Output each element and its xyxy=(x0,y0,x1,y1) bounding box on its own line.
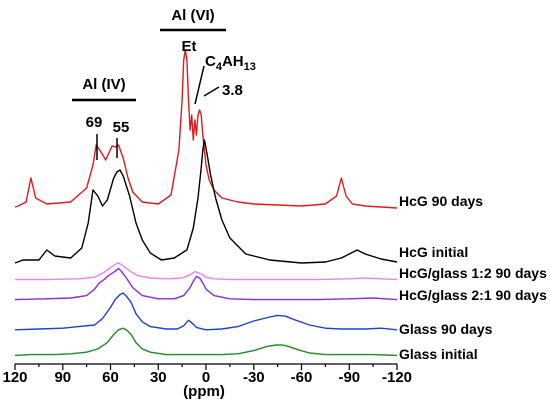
ettringite-label: Et xyxy=(182,38,197,55)
x-axis: 120 90 60 30 0 -30 -60 -90 -120 (ppm) xyxy=(2,363,412,400)
series-line-1 xyxy=(14,49,398,209)
series-label-2: HcG initial xyxy=(399,244,468,260)
series-line-3 xyxy=(15,262,398,281)
x-tick-label: -90 xyxy=(338,369,360,386)
c4ah13-ah: AH xyxy=(222,53,244,70)
c4ah13-sub-13: 13 xyxy=(244,61,256,73)
series-label-1: HcG 90 days xyxy=(399,193,483,209)
series-line-5 xyxy=(14,292,398,331)
x-tick-label: 60 xyxy=(102,369,119,386)
x-tick-label: -60 xyxy=(291,369,313,386)
peak-69-label: 69 xyxy=(86,114,103,131)
x-tick-label: 90 xyxy=(54,369,71,386)
c4ah13-marker xyxy=(194,65,205,105)
peak-annotations: Al (IV) Al (VI) 69 55 Et C4AH13 3.8 xyxy=(72,7,256,160)
x-axis-ticks: 120 90 60 30 0 -30 -60 -90 -120 xyxy=(2,364,412,386)
peak-3-8-marker xyxy=(203,86,220,97)
x-tick-label: 120 xyxy=(2,369,27,386)
spectrum-traces xyxy=(14,49,398,357)
c4ah13-label: C4AH13 xyxy=(205,53,256,73)
c4ah13-sub-4: 4 xyxy=(216,61,223,73)
al-iv-label: Al (IV) xyxy=(82,76,125,93)
peak-3-8-label: 3.8 xyxy=(222,82,243,99)
series-label-5: Glass 90 days xyxy=(399,321,493,337)
series-line-2 xyxy=(14,139,398,264)
series-label-4: HcG/glass 2:1 90 days xyxy=(399,287,547,303)
x-tick-label: 30 xyxy=(150,369,167,386)
x-tick-label: -120 xyxy=(382,369,412,386)
x-tick-label: -30 xyxy=(243,369,265,386)
series-line-4 xyxy=(14,267,398,301)
series-label-3: HcG/glass 1:2 90 days xyxy=(399,265,547,281)
series-labels: HcG 90 days HcG initial HcG/glass 1:2 90 d… xyxy=(399,193,547,362)
peak-55-label: 55 xyxy=(113,119,130,136)
al-vi-label: Al (VI) xyxy=(171,7,214,24)
x-axis-title: (ppm) xyxy=(183,383,225,400)
x-tick-label: 0 xyxy=(202,369,210,386)
c4ah13-c: C xyxy=(205,53,216,70)
series-label-6: Glass initial xyxy=(399,346,478,362)
series-line-6 xyxy=(14,327,398,357)
